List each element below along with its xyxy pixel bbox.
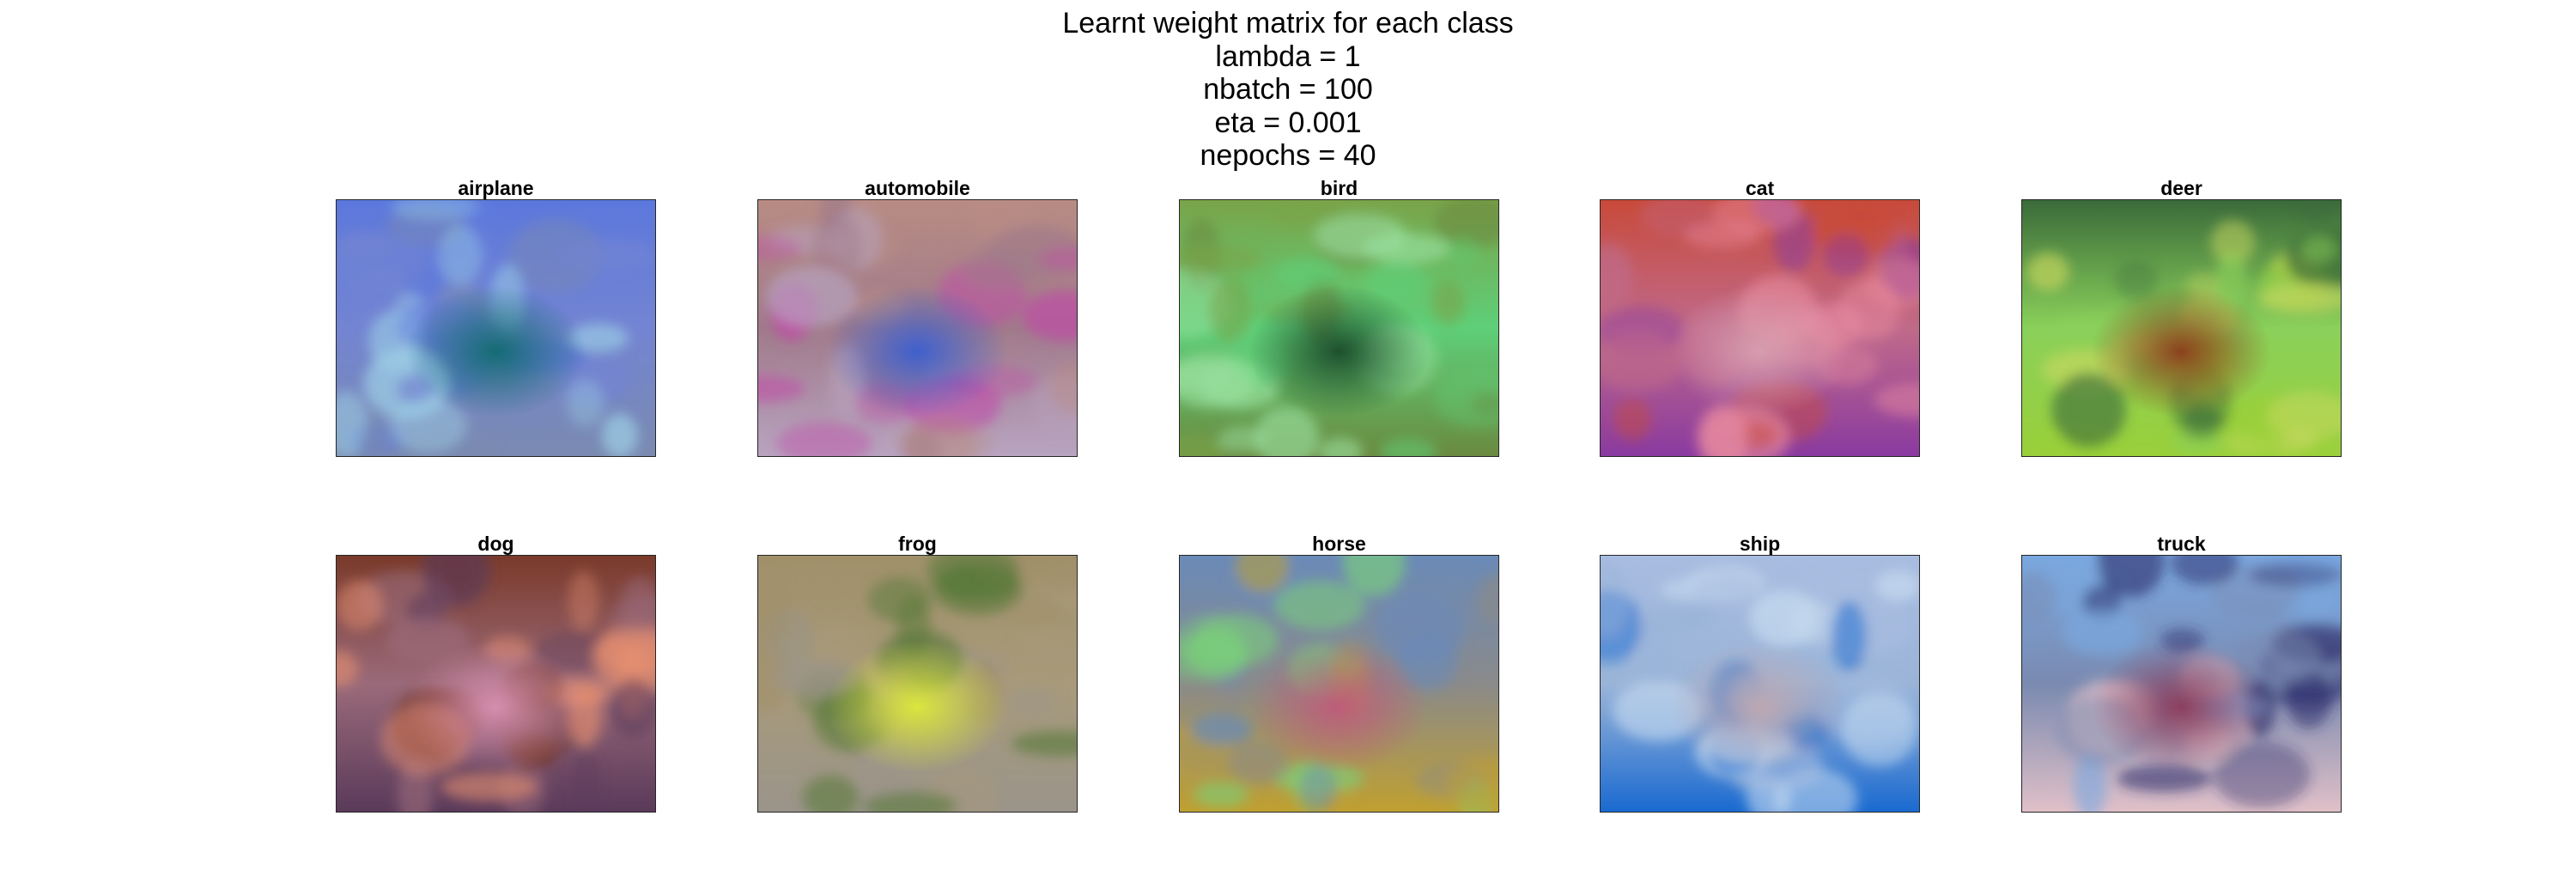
weight-image-svg-ship: [1601, 556, 1919, 812]
weight-image-center-blob: [367, 247, 624, 436]
weight-image-svg-deer: [2022, 200, 2341, 456]
weight-image-frog: [757, 555, 1078, 813]
weight-image-center-blob: [788, 603, 1046, 792]
panel-title-deer: deer: [2160, 177, 2202, 199]
panel-title-cat: cat: [1745, 177, 1775, 199]
panel-title-ship: ship: [1739, 533, 1781, 555]
panel-horse: horse: [1179, 533, 1499, 813]
panel-title-horse: horse: [1312, 533, 1366, 555]
weight-image-horse: [1179, 555, 1499, 813]
panel-airplane: airplane: [336, 177, 656, 457]
weight-image-airplane: [336, 199, 656, 457]
weight-image-svg-airplane: [337, 200, 655, 456]
panel-frog: frog: [757, 533, 1078, 813]
panel-dog: dog: [336, 533, 656, 813]
weight-image-ship: [1600, 555, 1920, 813]
panel-truck: truck: [2021, 533, 2342, 813]
panel-title-frog: frog: [898, 533, 937, 555]
weight-image-center-blob: [2052, 603, 2310, 792]
weight-image-svg-frog: [758, 556, 1077, 812]
weight-image-cat: [1600, 199, 1920, 457]
title-line-eta: eta = 0.001: [1214, 106, 1362, 139]
weight-image-dog: [336, 555, 656, 813]
panel-deer: deer: [2021, 177, 2342, 457]
title-line-lambda: lambda = 1: [1215, 40, 1361, 73]
weight-image-svg-bird: [1180, 200, 1498, 456]
weight-image-center-blob: [788, 247, 1046, 436]
weight-image-center-blob: [2052, 247, 2310, 436]
weight-image-center-blob: [1210, 247, 1467, 436]
panel-title-dog: dog: [477, 533, 514, 555]
weight-image-center-blob: [1631, 603, 1888, 792]
panel-title-bird: bird: [1320, 177, 1358, 199]
panel-title-automobile: automobile: [865, 177, 970, 199]
title-line-heading: Learnt weight matrix for each class: [1062, 7, 1514, 40]
weight-image-deer: [2021, 199, 2342, 457]
weight-image-svg-truck: [2022, 556, 2341, 812]
weight-image-svg-dog: [337, 556, 655, 812]
weight-image-center-blob: [1631, 247, 1888, 436]
figure-title: Learnt weight matrix for each class lamb…: [0, 7, 2576, 173]
weight-image-automobile: [757, 199, 1078, 457]
weight-image-svg-cat: [1601, 200, 1919, 456]
weight-image-center-blob: [367, 603, 624, 792]
panel-automobile: automobile: [757, 177, 1078, 457]
weight-image-truck: [2021, 555, 2342, 813]
title-line-nepochs: nepochs = 40: [1200, 139, 1376, 172]
panel-bird: bird: [1179, 177, 1499, 457]
weight-image-bird: [1179, 199, 1499, 457]
title-line-nbatch: nbatch = 100: [1203, 73, 1373, 106]
panel-title-truck: truck: [2157, 533, 2206, 555]
weight-image-svg-automobile: [758, 200, 1077, 456]
panel-ship: ship: [1600, 533, 1920, 813]
panel-title-airplane: airplane: [458, 177, 534, 199]
weight-image-svg-horse: [1180, 556, 1498, 812]
panel-cat: cat: [1600, 177, 1920, 457]
weight-image-center-blob: [1210, 603, 1467, 792]
